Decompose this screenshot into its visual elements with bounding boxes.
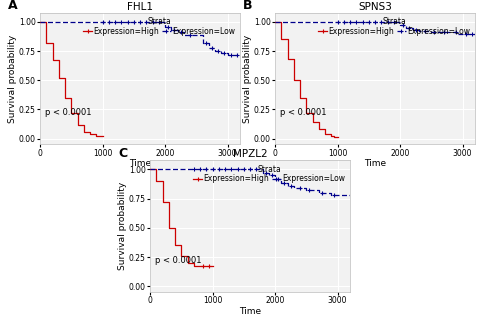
Title: MPZL2: MPZL2	[232, 149, 268, 160]
X-axis label: Time: Time	[364, 159, 386, 168]
Text: C: C	[118, 147, 127, 160]
Title: SPNS3: SPNS3	[358, 2, 392, 12]
X-axis label: Time: Time	[239, 306, 261, 314]
Legend: Expression=High, Expression=Low: Expression=High, Expression=Low	[82, 16, 236, 37]
Title: FHL1: FHL1	[127, 2, 153, 12]
Legend: Expression=High, Expression=Low: Expression=High, Expression=Low	[192, 164, 346, 184]
Y-axis label: Survival probability: Survival probability	[118, 182, 128, 270]
Text: B: B	[243, 0, 252, 12]
Text: p < 0.0001: p < 0.0001	[155, 256, 202, 265]
X-axis label: Time: Time	[129, 159, 151, 168]
Text: p < 0.0001: p < 0.0001	[45, 108, 92, 117]
Legend: Expression=High, Expression=Low: Expression=High, Expression=Low	[317, 16, 471, 37]
Y-axis label: Survival probability: Survival probability	[244, 34, 252, 123]
Text: A: A	[8, 0, 18, 12]
Text: p < 0.0001: p < 0.0001	[280, 108, 326, 117]
Y-axis label: Survival probability: Survival probability	[8, 34, 18, 123]
